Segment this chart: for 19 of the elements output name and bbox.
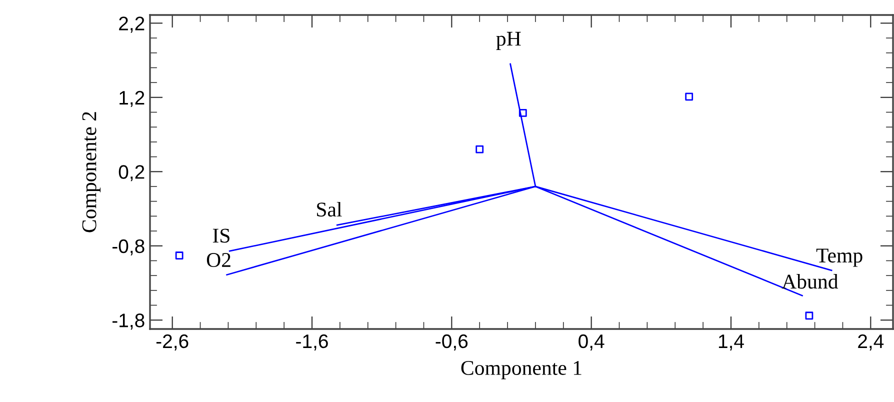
x-tick-label: 1,4: [718, 334, 744, 350]
series-label: Abund: [782, 274, 838, 289]
series-label: IS: [212, 228, 230, 243]
y-axis-title: Componente 2: [82, 112, 101, 232]
y-tick-label: -0,8: [112, 239, 144, 256]
series-label: Sal: [317, 202, 342, 217]
y-tick-label: 2,2: [119, 16, 144, 33]
series-label: O2: [206, 253, 230, 268]
x-tick-label: -0,6: [436, 334, 468, 350]
y-tick-label: 0,2: [118, 165, 144, 182]
x-tick-label: 2,4: [858, 334, 884, 350]
x-tick-label: 0,4: [578, 334, 604, 350]
series-label: pH: [496, 32, 521, 50]
x-axis-title: Componente 1: [461, 360, 582, 380]
x-tick-label: -1,6: [296, 334, 328, 350]
y-tick-label: -1,8: [112, 314, 144, 330]
series-label: Temp: [816, 248, 862, 267]
y-tick-label: 1,2: [120, 90, 144, 107]
x-tick-label: -2,6: [156, 334, 188, 350]
